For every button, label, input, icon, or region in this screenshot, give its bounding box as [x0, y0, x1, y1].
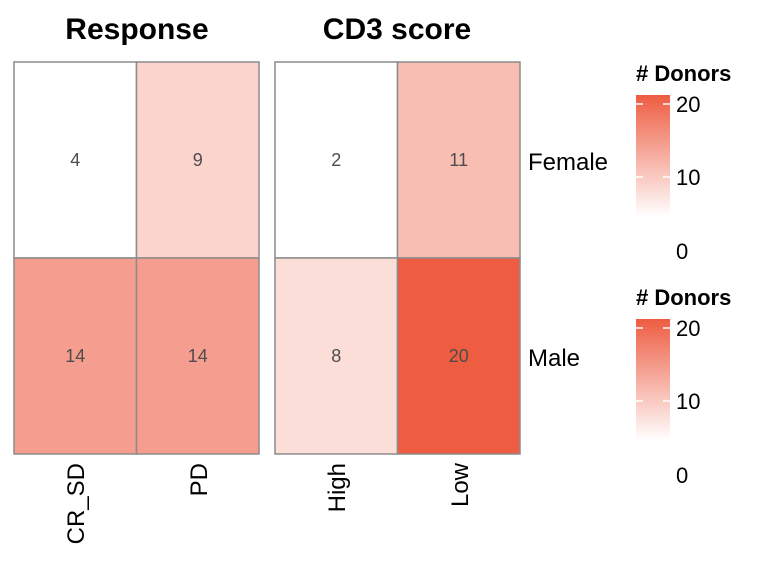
cell-value-pd-male: 14 — [188, 346, 208, 366]
legend-bottom: # Donors 20 10 0 — [636, 285, 731, 488]
legend-label-top-0: 0 — [676, 239, 688, 264]
heatmap-cells: 4 9 14 14 2 11 8 20 — [13, 61, 521, 455]
row-label-male: Male — [528, 345, 580, 372]
col-label-pd: PD — [186, 463, 213, 496]
legend-label-bottom-20: 20 — [676, 316, 700, 341]
legend-title-top: # Donors — [636, 61, 731, 86]
col-label-low: Low — [447, 462, 474, 507]
cell-low-male — [396, 257, 521, 455]
row-label-female: Female — [528, 149, 608, 176]
legend-label-bottom-10: 10 — [676, 389, 700, 414]
cell-pd-female — [135, 61, 260, 259]
legend-top: # Donors 20 10 0 — [636, 61, 731, 264]
cell-cr-sd-female — [13, 61, 138, 259]
cell-high-male — [274, 257, 399, 455]
cell-value-low-female: 11 — [449, 150, 468, 170]
cell-value-pd-female: 9 — [193, 150, 203, 170]
cell-value-cr-sd-male: 14 — [65, 346, 85, 366]
col-label-cr-sd: CR_SD — [63, 463, 90, 544]
cell-pd-male — [135, 257, 260, 455]
cell-high-female — [274, 61, 399, 259]
legend-colorbar-bottom — [636, 319, 670, 441]
cell-value-high-male: 8 — [331, 346, 341, 366]
legend-label-top-10: 10 — [676, 165, 700, 190]
legend-colorbar-top — [636, 95, 670, 217]
col-label-high: High — [324, 463, 351, 512]
cell-value-cr-sd-female: 4 — [70, 150, 80, 170]
cell-cr-sd-male — [13, 257, 138, 455]
cell-low-female — [396, 61, 521, 259]
legend-title-bottom: # Donors — [636, 285, 731, 310]
cell-value-low-male: 20 — [449, 346, 469, 366]
legend-label-bottom-0: 0 — [676, 463, 688, 488]
panel-title-cd3-score: CD3 score — [323, 13, 471, 46]
panel-title-response: Response — [65, 13, 208, 46]
legend-label-top-20: 20 — [676, 92, 700, 117]
cell-value-high-female: 2 — [331, 150, 341, 170]
